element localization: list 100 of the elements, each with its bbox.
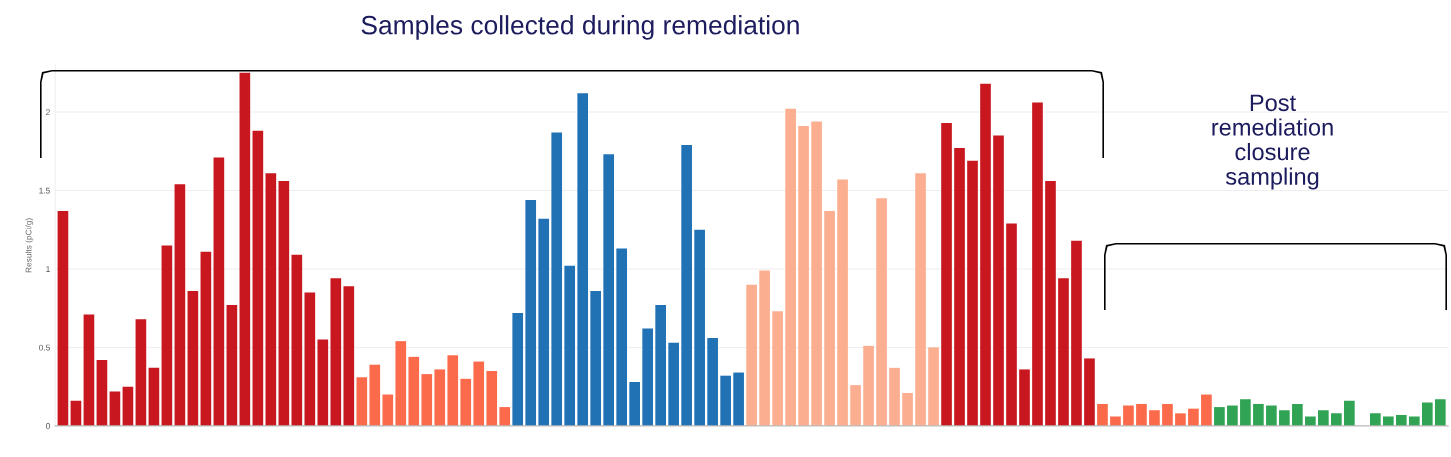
bar xyxy=(1279,410,1290,426)
bar xyxy=(434,369,446,426)
bar xyxy=(551,132,563,426)
y-axis-title: Results (pCi/g) xyxy=(25,218,34,273)
bar xyxy=(1318,410,1329,426)
bar xyxy=(902,392,913,426)
bar xyxy=(889,367,900,426)
bar xyxy=(1214,407,1225,426)
bar xyxy=(1188,408,1199,426)
bar xyxy=(1136,403,1147,426)
bar xyxy=(837,179,848,426)
bar xyxy=(1162,403,1173,426)
bar xyxy=(122,386,134,426)
bar xyxy=(213,157,225,426)
bar xyxy=(538,218,550,426)
bar xyxy=(83,314,95,426)
bar xyxy=(200,251,212,426)
y-tick-label: 1 xyxy=(46,266,50,272)
bar xyxy=(811,121,822,426)
bar xyxy=(1421,402,1433,426)
bar xyxy=(1084,358,1095,426)
bar xyxy=(1045,181,1056,426)
bar xyxy=(317,339,329,426)
bar xyxy=(135,319,147,426)
bar xyxy=(1175,413,1186,426)
bar xyxy=(1006,223,1017,426)
bar xyxy=(356,377,368,426)
bar xyxy=(239,72,251,426)
bar xyxy=(655,305,666,426)
chart-title: Samples collected during remediation xyxy=(361,15,799,40)
y-tick-label: 2 xyxy=(46,109,50,115)
bar xyxy=(187,290,199,426)
bar xyxy=(707,338,718,426)
bar xyxy=(785,108,796,426)
bar xyxy=(70,400,82,426)
bar xyxy=(1097,403,1108,426)
bar xyxy=(252,130,264,426)
bar xyxy=(395,341,407,426)
bar xyxy=(486,370,498,426)
bar xyxy=(967,160,978,426)
bar xyxy=(343,286,355,426)
bar xyxy=(1019,369,1030,426)
bar xyxy=(642,328,653,426)
bar xyxy=(382,394,394,426)
bar xyxy=(668,342,679,426)
bar xyxy=(161,245,173,426)
bar xyxy=(603,154,615,426)
bar xyxy=(746,284,757,426)
bar xyxy=(499,407,511,426)
bar xyxy=(1058,278,1069,426)
annotation: Post remediation closure sampling xyxy=(1212,94,1333,190)
bar xyxy=(304,292,316,426)
bar xyxy=(1240,399,1251,426)
y-tick-label: 1.5 xyxy=(39,187,50,194)
bar xyxy=(850,385,861,426)
y-tick-label: 0.5 xyxy=(39,344,50,351)
bar xyxy=(694,229,705,426)
bar xyxy=(57,210,69,426)
bar xyxy=(616,248,628,426)
bar xyxy=(1201,394,1212,426)
bar xyxy=(759,270,770,426)
bar xyxy=(1266,405,1277,426)
bar xyxy=(1434,399,1446,426)
bar xyxy=(1370,413,1381,426)
bar xyxy=(720,375,731,426)
bar xyxy=(681,144,692,426)
bar xyxy=(1227,405,1238,426)
bar xyxy=(1071,240,1082,426)
bar xyxy=(824,210,835,426)
bar xyxy=(278,181,290,426)
bar xyxy=(928,347,939,426)
bar xyxy=(772,311,783,426)
bar xyxy=(1149,410,1160,426)
bar xyxy=(954,148,965,426)
bar xyxy=(577,93,589,426)
bar xyxy=(915,173,926,426)
bar xyxy=(1032,102,1043,426)
bar xyxy=(1123,405,1134,426)
y-tick-label: 0 xyxy=(45,423,50,430)
bar xyxy=(993,135,1004,426)
bar xyxy=(265,173,277,426)
bar xyxy=(798,126,809,426)
bar xyxy=(980,83,991,426)
bar xyxy=(564,265,576,426)
bar xyxy=(590,290,602,426)
bar xyxy=(525,199,537,426)
bar xyxy=(447,355,459,426)
bar xyxy=(473,361,485,426)
bar xyxy=(369,364,381,426)
bar xyxy=(629,381,640,426)
bar xyxy=(733,372,744,426)
bar xyxy=(421,374,433,426)
bar xyxy=(863,345,874,426)
bar xyxy=(226,305,238,426)
bar xyxy=(96,360,108,426)
bar xyxy=(1331,413,1342,426)
bar xyxy=(1292,403,1303,426)
bar xyxy=(109,391,121,426)
bar xyxy=(174,184,186,426)
bar xyxy=(291,254,303,426)
